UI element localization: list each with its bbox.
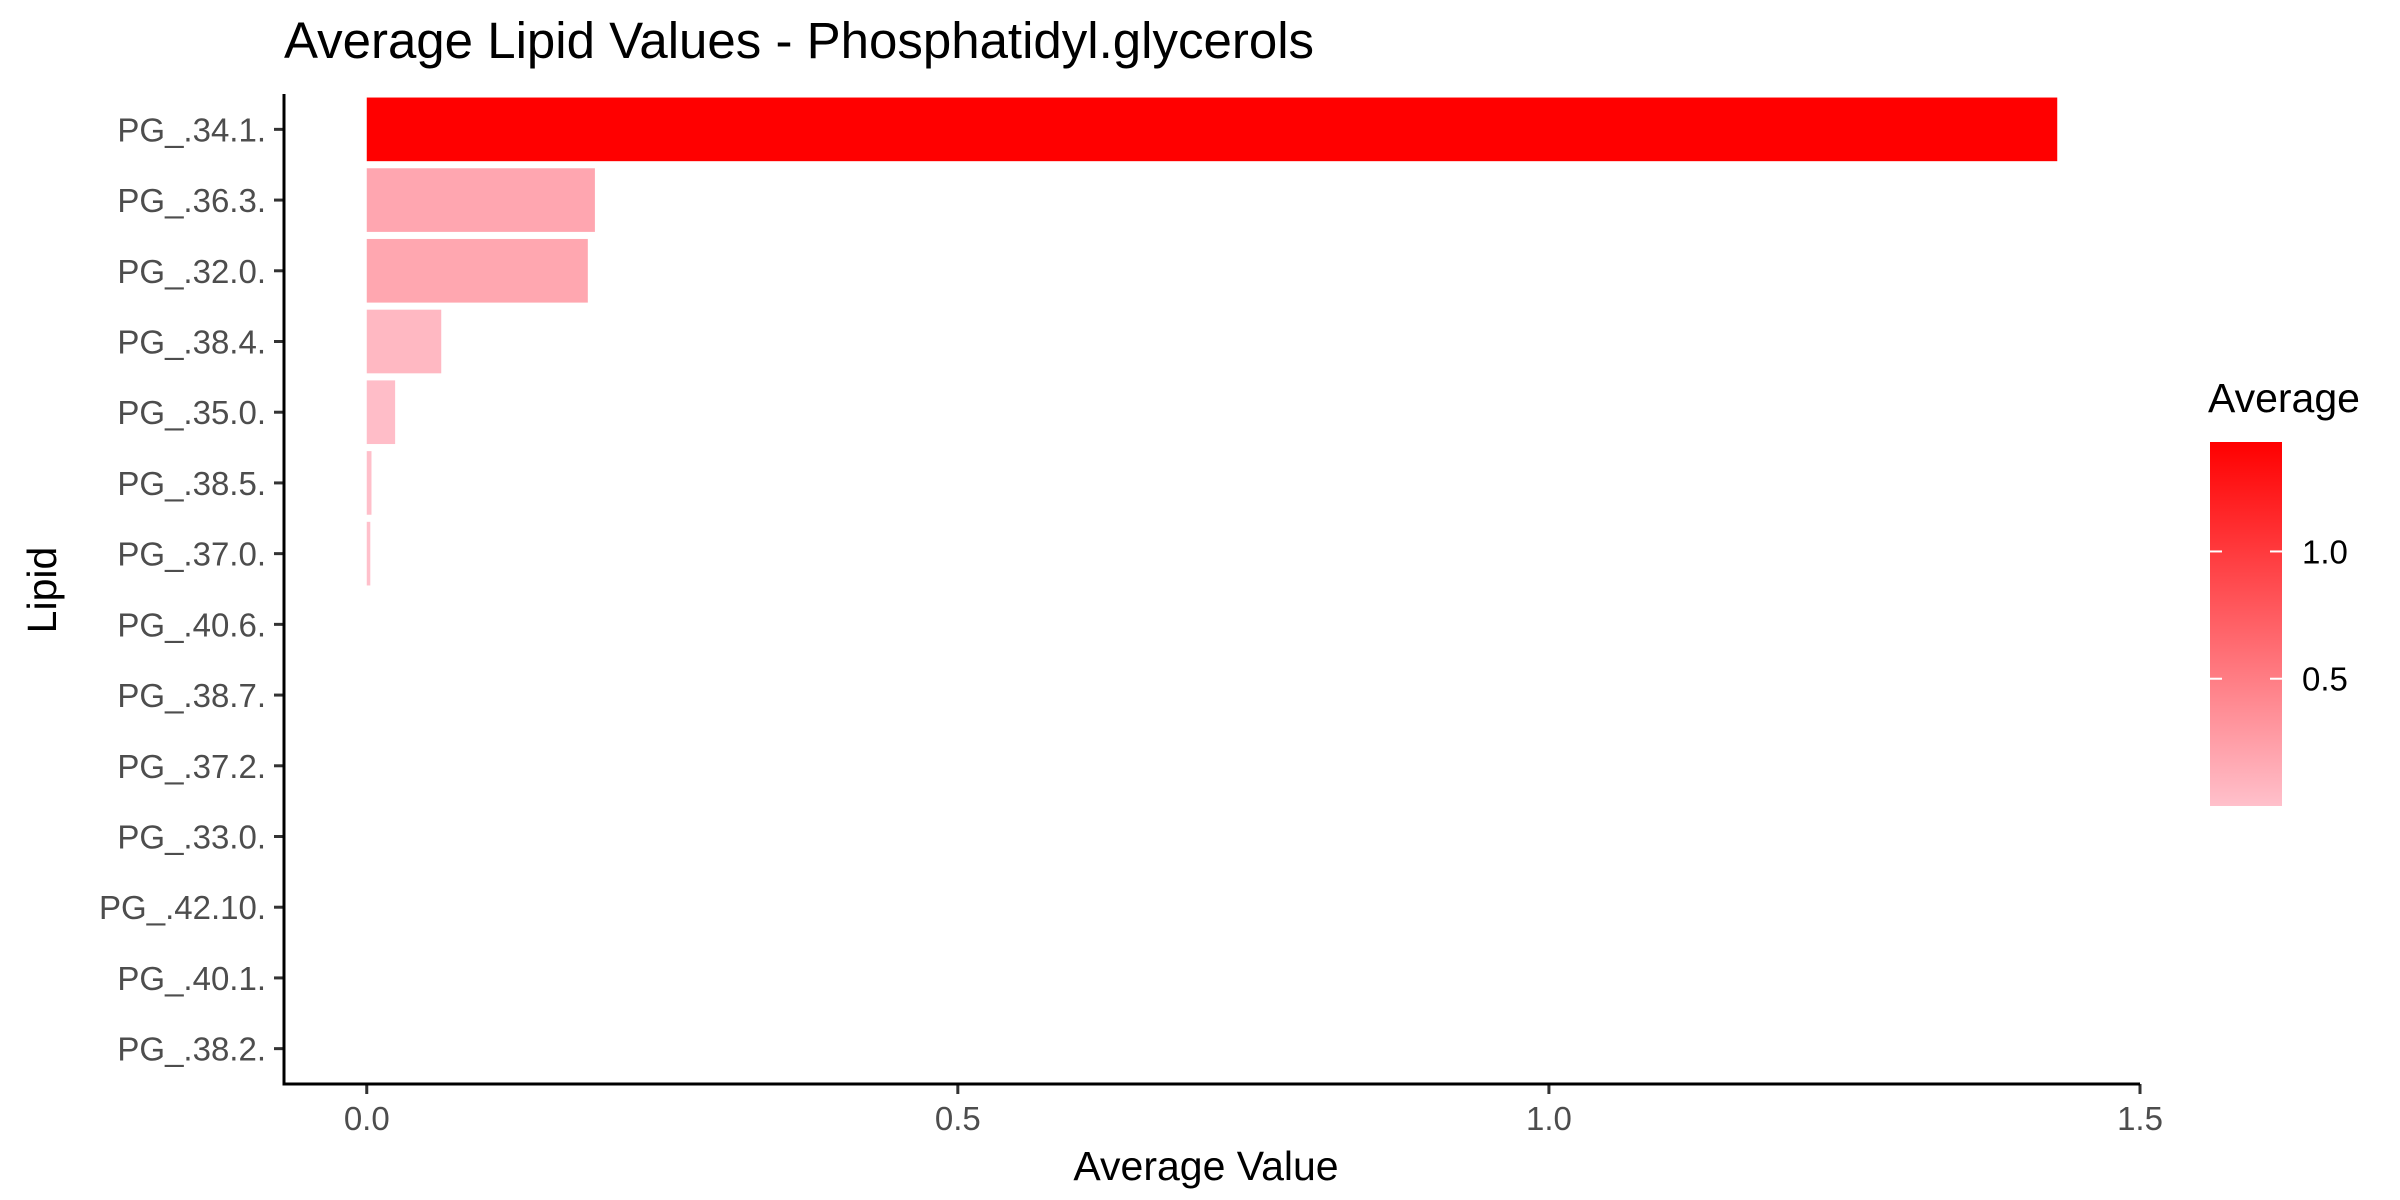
y-axis-title: Lipid [19, 547, 65, 634]
y-axis-ticks: PG_.34.1. PG_.36.3. PG_.32.0. PG_.38.4. PG_.… [99, 111, 284, 1068]
y-tick-label: PG_.32.0. [117, 253, 266, 290]
x-tick-label: 1.0 [1526, 1100, 1572, 1137]
legend-tick-label: 1.0 [2302, 533, 2348, 570]
chart-title: Average Lipid Values - Phosphatidyl.glyc… [284, 12, 1314, 69]
y-tick-label: PG_.42.10. [99, 889, 266, 926]
x-axis-ticks: 0.0 0.5 1.0 1.5 [344, 1084, 2163, 1137]
x-axis-title: Average Value [1073, 1143, 1338, 1189]
y-tick-label: PG_.38.4. [117, 324, 266, 361]
legend-colorbar [2210, 442, 2282, 806]
bar-PG_.37.0. [366, 521, 371, 586]
y-tick-label: PG_.40.6. [117, 606, 266, 643]
bars-group [366, 97, 2058, 586]
x-tick-label: 0.0 [344, 1100, 390, 1137]
y-tick-label: PG_.38.5. [117, 465, 266, 502]
color-legend: Average 0.5 1.0 [2208, 375, 2360, 806]
bar-PG_.34.1. [366, 97, 2058, 162]
y-tick-label: PG_.33.0. [117, 819, 266, 856]
x-tick-label: 0.5 [935, 1100, 981, 1137]
y-tick-label: PG_.38.7. [117, 677, 266, 714]
y-tick-label: PG_.38.2. [117, 1031, 266, 1068]
bar-PG_.36.3. [366, 168, 595, 232]
y-tick-label: PG_.36.3. [117, 182, 266, 219]
legend-tick-label: 0.5 [2302, 661, 2348, 698]
y-tick-label: PG_.35.0. [117, 394, 266, 431]
legend-title: Average [2208, 375, 2360, 421]
x-tick-label: 1.5 [2117, 1100, 2163, 1137]
bar-PG_.32.0. [366, 238, 588, 303]
y-tick-label: PG_.34.1. [117, 111, 266, 148]
legend-ticks: 0.5 1.0 [2210, 533, 2348, 698]
y-tick-label: PG_.40.1. [117, 960, 266, 997]
bar-PG_.38.4. [366, 309, 442, 374]
bar-PG_.35.0. [366, 380, 396, 445]
bar-PG_.38.5. [366, 451, 372, 515]
y-tick-label: PG_.37.0. [117, 536, 266, 573]
y-tick-label: PG_.37.2. [117, 748, 266, 785]
